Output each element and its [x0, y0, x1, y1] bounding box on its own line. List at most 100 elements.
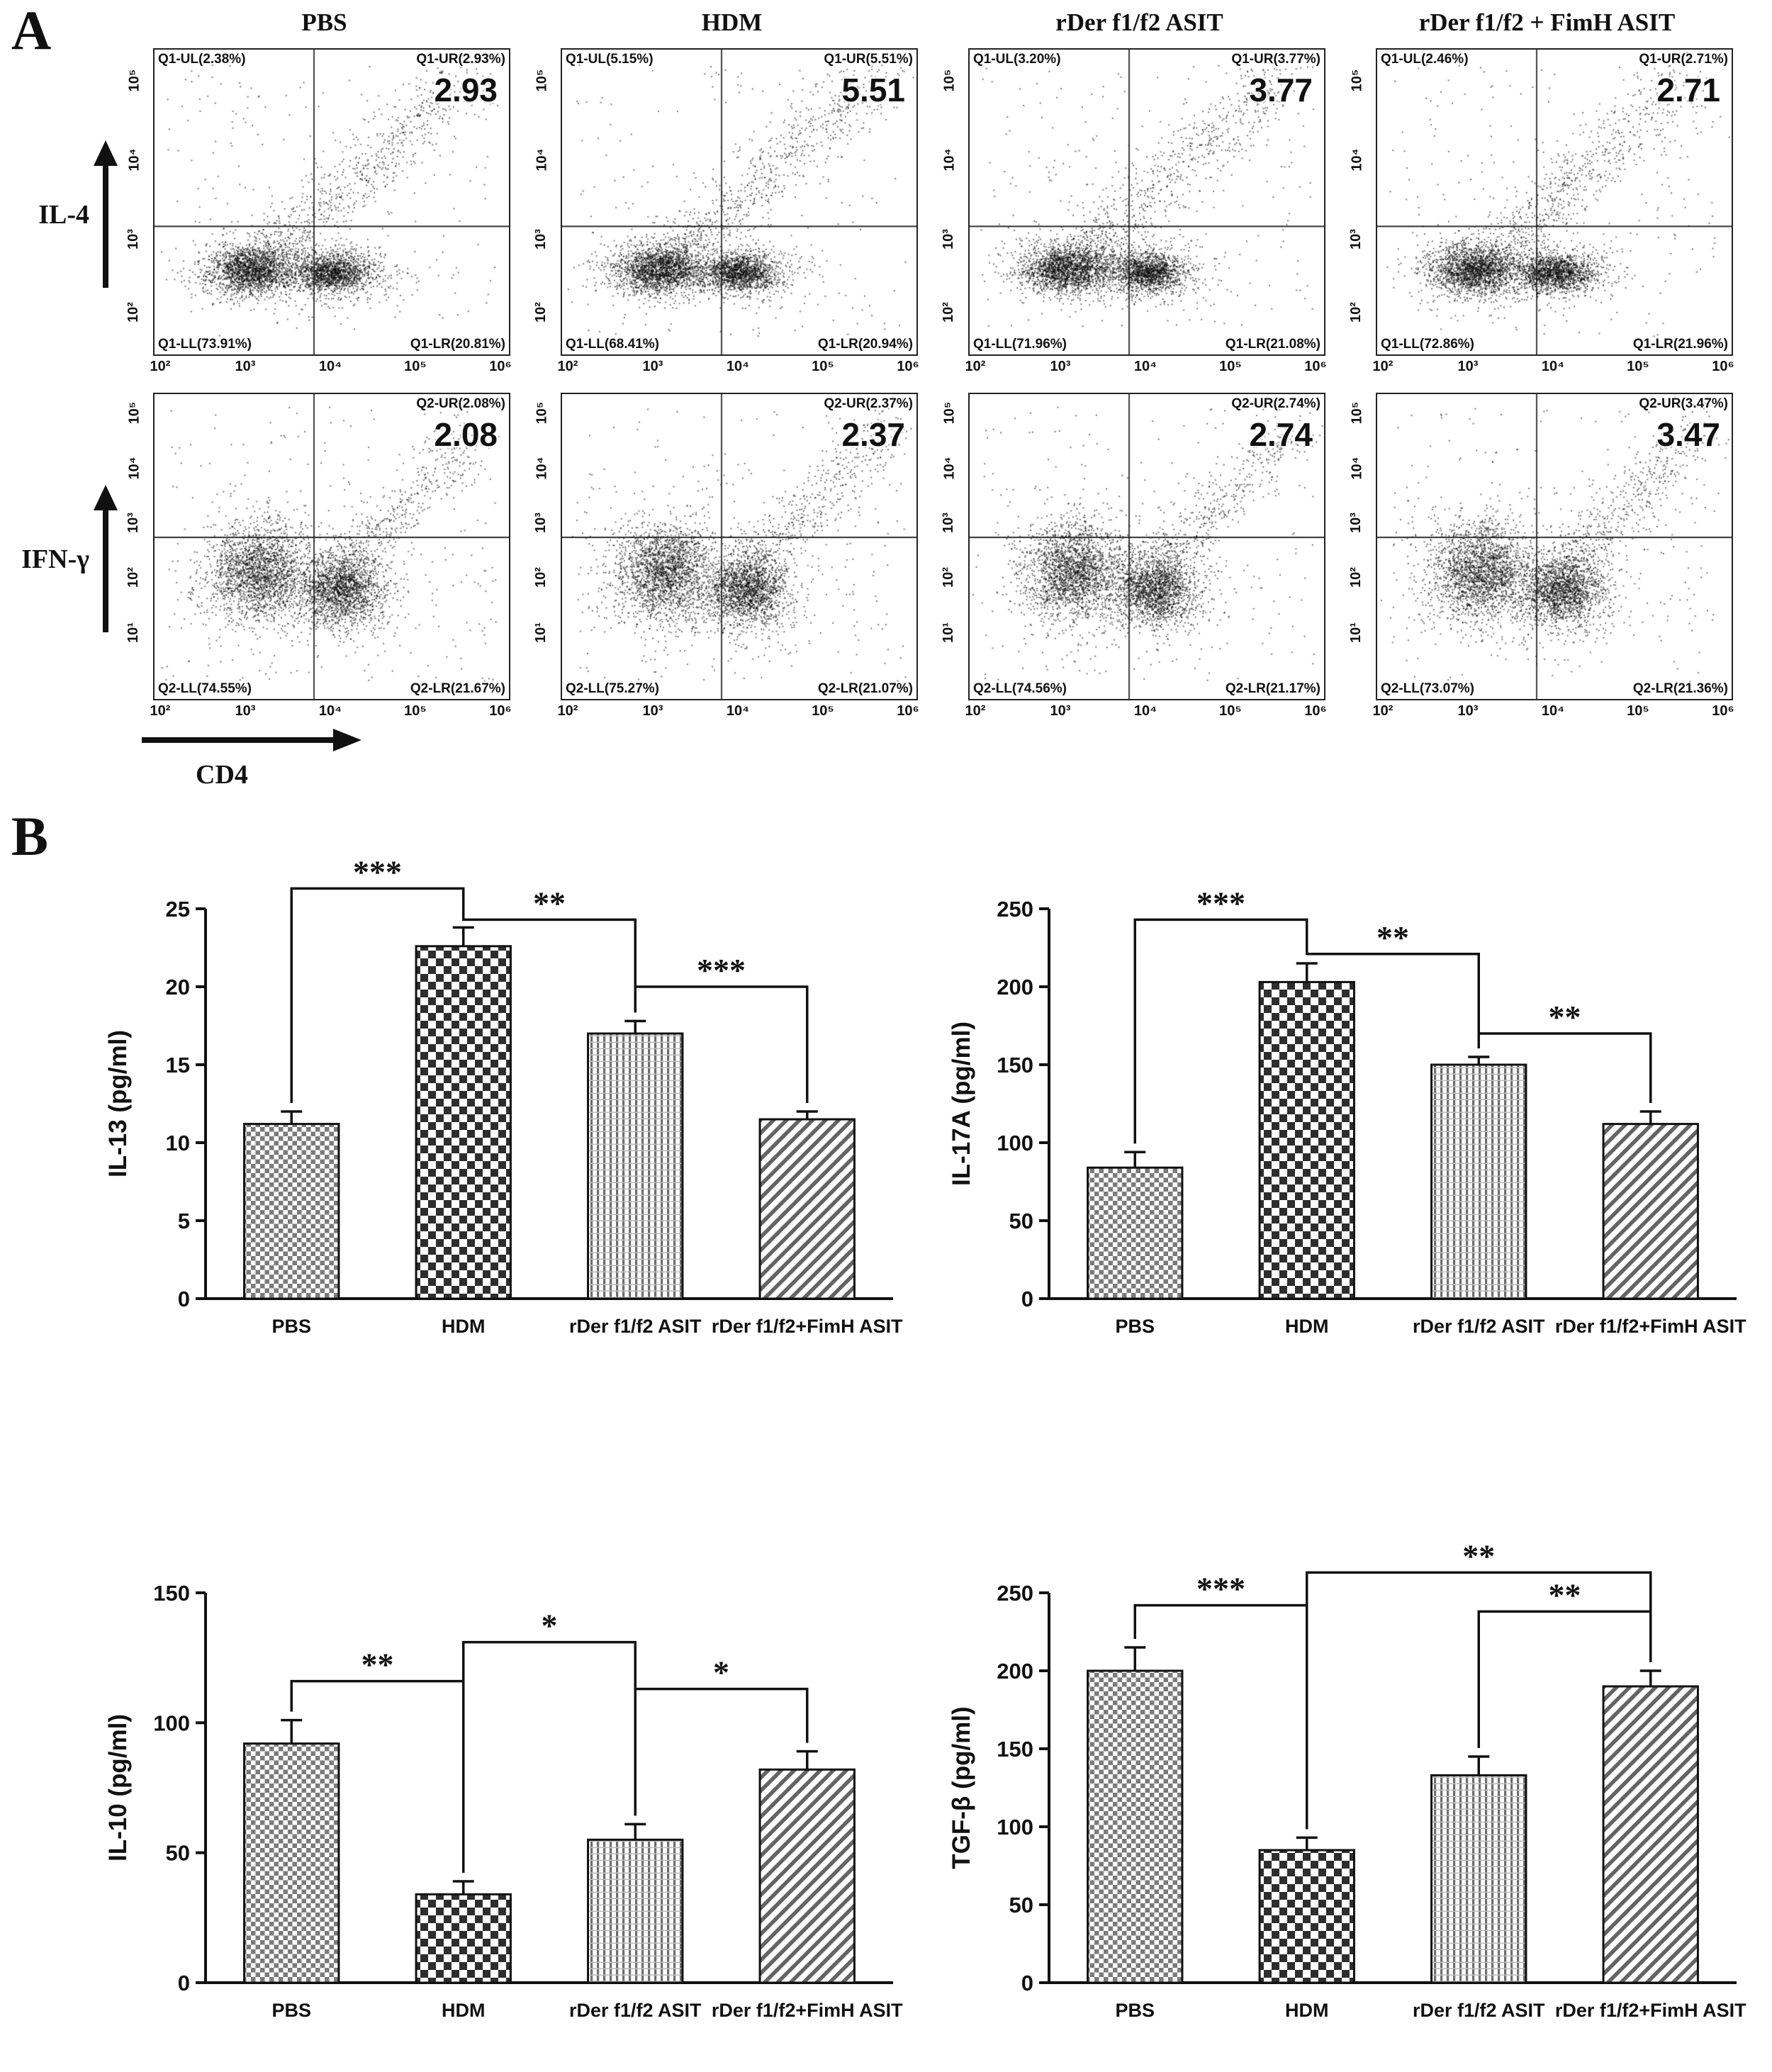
flow-y-tick-label: 10¹ [532, 622, 549, 643]
bar-chart: 0 50 100 150 PBS HDM rDer f1/f2 ASIT rDer f1/f2… [104, 1581, 903, 2021]
quadrant-label-ur: Q2-UR(2.37%) [824, 396, 913, 411]
flow-y-tick-label: 10³ [125, 229, 141, 250]
y-tick-label: 250 [997, 1581, 1033, 1606]
bar-chart: 0 5 10 15 20 25 PBS HDM rDer f1/f2 ASIT rDer f1/f… [104, 853, 903, 1337]
flow-dots-canvas [155, 50, 509, 354]
category-label: rDer f1/f2+FimH ASIT [1555, 2000, 1746, 2021]
y-axis-title: IL-17A (pg/ml) [948, 1021, 975, 1186]
quadrant-percent-highlight: 2.71 [1656, 72, 1720, 108]
bar [758, 1768, 856, 1984]
flow-plot-area: Q1-UL(2.38%) Q1-UR(2.93%) 2.93 Q1-LL(73.91%… [153, 48, 510, 356]
flow-x-tick-label: 10⁴ [726, 359, 750, 374]
flow-x-tick-label: 10⁴ [1133, 703, 1157, 719]
quadrant-percent-highlight: 2.74 [1249, 416, 1313, 453]
quadrant-label-ur: Q2-UR(2.08%) [416, 396, 505, 411]
flow-y-tick-label: 10⁴ [941, 148, 958, 172]
quadrant-label-ll: Q2-LL(74.55%) [158, 681, 252, 696]
y-tick-label: 0 [1021, 1287, 1033, 1311]
significance-bracket [1306, 953, 1480, 1048]
flow-plot-area: Q2-UR(2.08%) 2.08 Q2-LL(74.55%) Q2-LR(21.67… [153, 393, 510, 700]
quadrant-label-lr: Q2-LR(21.36%) [1632, 681, 1728, 696]
quadrant-percent-highlight: 3.47 [1656, 416, 1720, 453]
flow-y-tick-label: 10³ [1347, 513, 1364, 533]
significance-stars: ** [1376, 919, 1409, 956]
flow-y-ticks: 10⁵ 10⁴ 10³ 10² 10¹ [528, 393, 561, 700]
flow-y-tick-label: 10² [125, 567, 141, 588]
flow-x-tick-label: 10⁴ [318, 359, 342, 374]
flow-x-ticks: 10² 10³ 10⁴ 10⁵ 10⁶ [1373, 356, 1734, 381]
significance-stars: *** [353, 853, 402, 890]
y-tick-label: 15 [166, 1053, 190, 1077]
flow-y-tick-label: 10² [1347, 302, 1364, 323]
flow-y-tick-label: 10³ [532, 229, 549, 250]
bar [415, 945, 512, 1300]
flow-y-tick-label: 10⁵ [941, 69, 958, 92]
y-tick-label: 100 [153, 1710, 190, 1735]
flow-x-ticks: 10² 10³ 10⁴ 10⁵ 10⁶ [558, 700, 919, 726]
flow-y-tick-label: 10⁵ [1349, 69, 1365, 92]
flow-y-tick-label: 10¹ [125, 622, 141, 643]
significance-bracket [290, 887, 465, 1103]
flow-plot: 10⁵ 10⁴ 10³ 10² 10¹ Q2-UR(2.08%) 2.08 Q2-LL(74.… [120, 393, 528, 726]
quadrant-label-lr: Q2-LR(21.07%) [817, 681, 913, 696]
bar [1258, 1849, 1355, 1984]
flow-y-tick-label: 10⁴ [534, 457, 550, 480]
flow-y-tick-label: 10³ [532, 513, 549, 533]
flow-plot: 10⁵ 10⁴ 10³ 10² 10¹ Q2-UR(3.47%) 3.47 Q2-LL(73.… [1343, 393, 1751, 726]
category-label: rDer f1/f2 ASIT [1413, 1316, 1545, 1337]
flow-column-headers: PBS HDM rDer f1/f2 ASIT rDer f1/f2 + FimH A… [120, 9, 1772, 37]
flow-x-ticks: 10² 10³ 10⁴ 10⁵ 10⁶ [150, 700, 512, 726]
category-label: rDer f1/f2 ASIT [1413, 2000, 1545, 2021]
quadrant-label-ur: Q1-UR(5.51%) [824, 52, 913, 67]
flow-y-tick-label: 10³ [940, 513, 956, 533]
y-tick-label: 150 [997, 1737, 1033, 1762]
flow-plot-area: Q1-UL(2.46%) Q1-UR(2.71%) 2.71 Q1-LL(72.86%… [1376, 48, 1733, 356]
bar [415, 1893, 512, 1984]
flow-y-tick-label: 10¹ [1347, 622, 1364, 643]
flow-x-tick-label: 10³ [1457, 359, 1479, 374]
significance-bracket [1477, 1032, 1652, 1103]
category-label: PBS [271, 2000, 311, 2021]
flow-dots-canvas [970, 394, 1324, 699]
flow-x-tick-label: 10⁵ [1219, 359, 1242, 374]
flow-x-tick-label: 10² [965, 703, 986, 719]
flow-dots-canvas [562, 50, 916, 354]
flow-x-tick-label: 10³ [235, 703, 256, 719]
flow-x-tick-label: 10² [150, 359, 171, 374]
flow-y-tick-label: 10² [940, 567, 956, 588]
quadrant-label-ur: Q2-UR(2.74%) [1231, 396, 1320, 411]
flow-y-ticks: 10⁵ 10⁴ 10³ 10² 10¹ [936, 393, 968, 700]
flow-x-tick-label: 10³ [642, 359, 663, 374]
category-label: rDer f1/f2+FimH ASIT [712, 1316, 903, 1337]
flow-y-tick-label: 10² [532, 302, 549, 323]
flow-plot: 10⁵ 10⁴ 10³ 10² Q1-UL(5.15%) Q1-UR(5.51%) 5.51… [528, 48, 936, 381]
x-axis-block: CD4 [142, 729, 1772, 790]
y-tick-label: 200 [997, 1659, 1033, 1684]
quadrant-label-ul: Q1-UL(3.20%) [973, 52, 1061, 67]
y-axis-arrow [94, 485, 118, 632]
flow-x-ticks: 10² 10³ 10⁴ 10⁵ 10⁶ [150, 356, 512, 381]
y-tick-label: 50 [166, 1841, 190, 1866]
flow-y-ticks: 10⁵ 10⁴ 10³ 10² [528, 48, 561, 356]
flow-dots-canvas [562, 394, 916, 699]
flow-y-tick-label: 10⁴ [941, 457, 958, 480]
quadrant-label-ur: Q1-UR(2.93%) [416, 52, 505, 67]
flow-x-tick-label: 10⁵ [1219, 703, 1242, 719]
significance-bracket [1477, 1610, 1652, 1748]
flow-plot: 10⁵ 10⁴ 10³ 10² 10¹ Q2-UR(2.37%) 2.37 Q2-LL(75.… [528, 393, 936, 726]
flow-dots-canvas [155, 394, 509, 699]
flow-y-tick-label: 10² [1347, 567, 1364, 588]
quadrant-percent-highlight: 5.51 [841, 72, 905, 108]
flow-x-tick-label: 10⁶ [1712, 359, 1734, 374]
flow-y-ticks: 10⁵ 10⁴ 10³ 10² 10¹ [120, 393, 153, 700]
flow-y-tick-label: 10⁵ [1349, 401, 1365, 425]
quadrant-label-lr: Q1-LR(21.96%) [1632, 337, 1728, 352]
flow-y-tick-label: 10⁵ [941, 401, 958, 425]
flow-y-tick-label: 10³ [125, 513, 141, 533]
flow-y-tick-label: 10⁵ [126, 69, 142, 92]
flow-y-tick-label: 10² [532, 567, 549, 588]
panel-b-label: B [11, 805, 49, 867]
flow-x-tick-label: 10⁴ [1541, 703, 1565, 719]
y-axis-title: TGF-β (pg/ml) [948, 1706, 975, 1869]
